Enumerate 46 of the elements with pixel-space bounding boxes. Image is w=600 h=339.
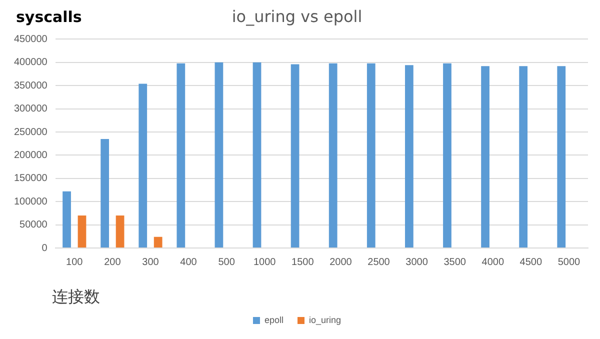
bar [78,216,86,248]
x-tick-label: 3000 [406,256,428,268]
x-tick-label: 1500 [292,256,314,268]
x-tick-label: 4000 [482,256,504,268]
y-tick-label: 300000 [14,104,48,115]
y-tick-label: 100000 [14,196,48,208]
chart-title: io_uring vs epoll [232,6,362,26]
bar [116,216,124,248]
bar [366,63,376,248]
x-tick-label: 100 [66,256,84,268]
bar [519,66,528,248]
bar [154,236,162,248]
bar [62,191,71,248]
bar [557,66,566,248]
x-tick-label: 3500 [444,256,466,268]
x-tick-label: 4500 [520,256,542,268]
y-axis-title: syscalls [16,8,82,26]
bar [176,63,186,248]
y-tick-label: 150000 [14,173,48,184]
y-tick-label: 0 [42,242,48,254]
x-tick-label: 2500 [368,256,390,268]
legend-label: epoll [264,314,284,325]
x-tick-label: 500 [218,256,236,268]
bar [405,65,414,248]
bar [328,63,338,248]
x-tick-label: 5000 [558,256,581,268]
y-tick-label: 50000 [20,220,48,231]
bar [100,138,110,248]
bar [443,63,452,248]
y-tick-label: 350000 [14,80,48,92]
x-tick-label: 400 [180,256,198,268]
y-tick-label: 250000 [14,126,48,138]
legend-label: io_uring [308,314,342,325]
bar [214,62,224,248]
bar [138,84,148,248]
y-tick-label: 450000 [14,34,48,45]
x-axis-title: 连接数 [52,287,100,308]
x-tick-label: 1000 [253,256,276,268]
bar [481,66,490,248]
x-tick-label: 2000 [330,256,352,268]
bar [252,62,262,248]
y-tick-label: 200000 [14,150,48,161]
x-tick-label: 200 [104,256,122,268]
x-tick-label: 300 [142,256,160,268]
y-tick-label: 400000 [14,57,48,68]
bar [290,64,300,248]
